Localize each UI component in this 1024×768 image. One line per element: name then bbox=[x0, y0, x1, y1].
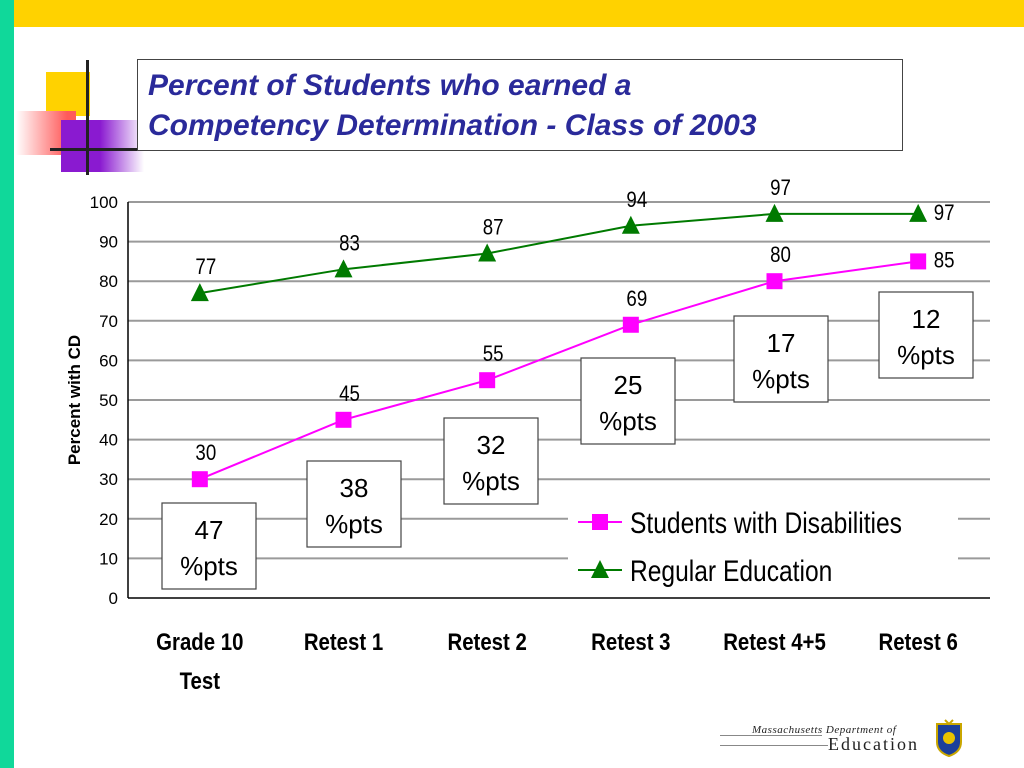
data-point-square bbox=[479, 372, 496, 389]
data-label: 30 bbox=[195, 442, 216, 466]
data-label: 83 bbox=[339, 232, 360, 256]
gap-annotation-unit: %pts bbox=[752, 364, 810, 394]
legend-label: Regular Education bbox=[630, 554, 832, 588]
y-tick-label: 30 bbox=[99, 470, 118, 489]
data-label: 87 bbox=[483, 216, 504, 240]
state-seal-icon bbox=[936, 719, 962, 758]
deco-square-purple bbox=[61, 120, 103, 172]
left-accent-bar bbox=[0, 0, 14, 768]
y-tick-label: 50 bbox=[99, 391, 118, 410]
series-line bbox=[199, 212, 919, 295]
data-point-triangle bbox=[334, 259, 353, 278]
x-tick-label: Retest 1 bbox=[304, 628, 383, 655]
gap-annotation-box bbox=[443, 417, 539, 505]
legend-marker-triangle bbox=[591, 560, 609, 578]
data-label: 97 bbox=[770, 177, 791, 201]
data-point-square bbox=[191, 471, 208, 488]
data-point-triangle bbox=[765, 203, 784, 222]
y-tick-label: 60 bbox=[99, 351, 118, 370]
data-label: 69 bbox=[626, 287, 647, 311]
gap-annotation-unit: %pts bbox=[897, 340, 955, 370]
data-label: 80 bbox=[770, 244, 791, 268]
data-point-square bbox=[910, 253, 927, 270]
y-tick-label: 10 bbox=[99, 549, 118, 568]
gap-annotation-box bbox=[878, 291, 974, 379]
deco-line-vertical bbox=[86, 60, 89, 175]
y-axis-label: Percent with CD bbox=[65, 335, 84, 465]
legend-background bbox=[568, 546, 958, 594]
x-tick-label: Retest 2 bbox=[447, 628, 526, 655]
data-point-triangle bbox=[621, 215, 640, 234]
x-tick-label: Retest 4+5 bbox=[723, 628, 826, 655]
data-label: 85 bbox=[934, 249, 955, 273]
logo-rule-top bbox=[720, 735, 822, 736]
y-tick-label: 0 bbox=[109, 589, 118, 608]
y-tick-label: 40 bbox=[99, 431, 118, 450]
page-title-line1: Percent of Students who earned a bbox=[148, 69, 632, 102]
legend-label: Students with Disabilities bbox=[630, 506, 902, 540]
legend-background bbox=[568, 498, 958, 546]
legend-marker-square bbox=[592, 514, 608, 530]
gap-annotation-unit: %pts bbox=[325, 509, 383, 539]
data-label: 94 bbox=[626, 188, 647, 212]
gap-annotation-unit: %pts bbox=[462, 466, 520, 496]
gap-annotation-value: 47 bbox=[195, 515, 224, 545]
gap-annotation-box bbox=[306, 460, 402, 548]
gap-annotation-box bbox=[580, 357, 676, 445]
gap-annotation-value: 32 bbox=[477, 430, 506, 460]
y-tick-label: 20 bbox=[99, 510, 118, 529]
logo-rule-bottom bbox=[720, 745, 828, 746]
logo-text-line1: Massachusetts Department of bbox=[752, 724, 897, 736]
x-tick-label: Test bbox=[180, 667, 221, 694]
series-line bbox=[199, 260, 919, 481]
deco-line-horizontal bbox=[50, 148, 150, 151]
data-label: 97 bbox=[934, 202, 955, 226]
y-tick-label: 80 bbox=[99, 272, 118, 291]
y-tick-label: 70 bbox=[99, 312, 118, 331]
data-label: 77 bbox=[195, 256, 216, 280]
x-tick-label: Retest 3 bbox=[591, 628, 670, 655]
gap-annotation-value: 38 bbox=[340, 473, 369, 503]
y-tick-label: 100 bbox=[90, 193, 118, 212]
data-label: 55 bbox=[483, 343, 504, 367]
data-point-square bbox=[335, 411, 352, 428]
deco-square-lavender bbox=[100, 120, 144, 172]
data-label: 45 bbox=[339, 382, 360, 406]
gap-annotation-box bbox=[733, 315, 829, 403]
top-accent-bar bbox=[0, 0, 1024, 27]
gap-annotation-value: 17 bbox=[767, 328, 796, 358]
gap-annotation-value: 12 bbox=[912, 304, 941, 334]
data-point-square bbox=[766, 273, 783, 290]
department-logo: Massachusetts Department of Education bbox=[720, 716, 990, 760]
logo-text-line2: Education bbox=[828, 734, 919, 754]
x-tick-label: Retest 6 bbox=[878, 628, 957, 655]
gap-annotation-unit: %pts bbox=[599, 406, 657, 436]
x-tick-label: Grade 10 bbox=[156, 628, 243, 655]
y-tick-label: 90 bbox=[99, 233, 118, 252]
page-title-line2: Competency Determination - Class of 2003 bbox=[148, 109, 757, 142]
data-point-triangle bbox=[478, 243, 497, 262]
gap-annotation-value: 25 bbox=[614, 370, 643, 400]
deco-square-yellow bbox=[46, 72, 90, 116]
data-point-triangle bbox=[190, 283, 209, 302]
title-box: Percent of Students who earned a Compete… bbox=[137, 59, 903, 151]
data-point-square bbox=[622, 316, 639, 333]
gap-annotation-unit: %pts bbox=[180, 551, 238, 581]
data-point-triangle bbox=[909, 203, 928, 222]
gap-annotation-box bbox=[161, 502, 257, 590]
